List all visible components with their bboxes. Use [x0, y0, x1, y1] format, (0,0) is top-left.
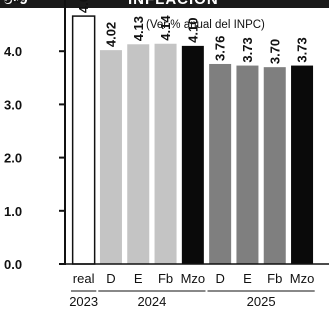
value-label: 4.13 [131, 16, 146, 41]
header-number: 8-9 [4, 0, 29, 8]
bar-4 [181, 45, 204, 264]
group-label: 2025 [247, 294, 276, 309]
x-tick-label: E [243, 271, 252, 286]
x-tick-label: Mzo [181, 271, 206, 286]
chart-subtitle: (Ver % anual del INPC) [146, 19, 265, 31]
header-band: 8-9 INFLACIÓN [0, 0, 329, 8]
value-label: 3.73 [295, 37, 310, 62]
y-tick-label: 1.0 [4, 204, 22, 219]
y-tick-label: 2.0 [4, 151, 22, 166]
bar-2 [127, 44, 150, 265]
value-label: 4.02 [103, 22, 118, 47]
bar-1 [99, 50, 122, 264]
y-tick-label: 5.0 [4, 0, 22, 6]
y-tick-label: 3.0 [4, 97, 22, 112]
value-label: 4.66 [76, 0, 91, 13]
x-tick-label: D [106, 271, 115, 286]
y-tick-label: 4.0 [4, 44, 22, 59]
x-tick-label: Fb [267, 271, 282, 286]
value-label: 4.10 [185, 18, 200, 43]
value-label: 3.76 [213, 36, 228, 61]
bar-7 [263, 67, 286, 264]
value-label: 4.14 [158, 15, 173, 41]
y-tick-label: 0.0 [4, 257, 22, 272]
group-label: 2023 [69, 294, 98, 309]
bar-6 [236, 65, 259, 265]
bar-3 [154, 43, 177, 264]
header-title: INFLACIÓN [128, 0, 219, 8]
value-label: 3.73 [240, 37, 255, 62]
x-tick-label: real [73, 271, 95, 286]
x-tick-label: E [134, 271, 143, 286]
group-label: 2024 [137, 294, 166, 309]
bar-5 [209, 63, 232, 264]
bar-8 [291, 65, 314, 265]
x-tick-label: Fb [158, 271, 173, 286]
bar-0 [71, 15, 96, 265]
x-tick-label: D [215, 271, 224, 286]
value-label: 3.70 [267, 39, 282, 64]
x-tick-label: Mzo [290, 271, 315, 286]
